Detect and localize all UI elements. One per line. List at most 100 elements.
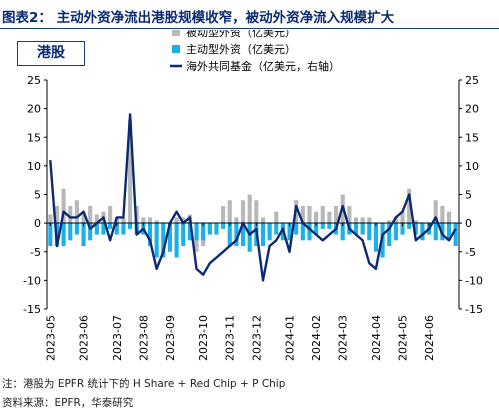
x-tick-label: 2024-03 bbox=[337, 315, 350, 361]
title-divider bbox=[0, 28, 499, 29]
active-bar bbox=[81, 223, 86, 247]
passive-bar bbox=[314, 211, 319, 224]
passive-bar bbox=[48, 214, 53, 224]
active-bar bbox=[367, 223, 372, 241]
passive-bar bbox=[407, 188, 412, 224]
passive-bar bbox=[400, 211, 405, 224]
footnote: 注：港股为 EPFR 统计下的 H Share + Red Chip + P C… bbox=[2, 378, 286, 390]
x-tick-label: 2024-05 bbox=[397, 315, 410, 361]
active-bar bbox=[407, 223, 412, 229]
left-tick-label: 25 bbox=[27, 74, 41, 87]
right-tick-label: 0 bbox=[465, 217, 472, 230]
x-tick-label: 2023-11 bbox=[224, 315, 237, 361]
active-bar bbox=[161, 223, 166, 258]
passive-bar bbox=[74, 200, 79, 224]
active-bar bbox=[114, 223, 119, 235]
x-tick-label: 2023-12 bbox=[250, 315, 263, 361]
active-bar bbox=[108, 223, 113, 229]
market-label: 港股 bbox=[17, 41, 85, 66]
passive-bar bbox=[141, 217, 146, 224]
active-bar bbox=[320, 223, 325, 229]
passive-bar bbox=[367, 217, 372, 224]
chart-canvas: 被动型外资（亿美元） 主动型外资（亿美元） 海外共同基金（亿美元，右轴） 25 2… bbox=[23, 30, 483, 361]
active-bar bbox=[453, 223, 458, 247]
active-bar bbox=[400, 223, 405, 235]
left-tick-label: 10 bbox=[27, 160, 41, 173]
total-fund-series-line bbox=[49, 113, 457, 282]
chart-title: 图表2： 主动外资净流出港股规模收窄，被动外资净流入规模扩大 bbox=[2, 10, 395, 26]
active-bar bbox=[94, 223, 99, 235]
passive-bar bbox=[260, 217, 266, 224]
passive-bar bbox=[300, 205, 305, 224]
legend-label-active: 主动型外资（亿美元） bbox=[186, 42, 296, 56]
right-tick-label: 5 bbox=[465, 189, 472, 202]
left-tick-label: 0 bbox=[34, 217, 41, 230]
active-bar bbox=[274, 223, 279, 235]
x-tick-label: 2023-06 bbox=[78, 315, 91, 361]
left-tick-label: 5 bbox=[34, 189, 41, 202]
legend: 被动型外资（亿美元） 主动型外资（亿美元） 海外共同基金（亿美元，右轴） bbox=[170, 30, 340, 73]
passive-bar bbox=[393, 217, 398, 224]
passive-bar bbox=[240, 200, 246, 224]
x-tick-label: 2024-01 bbox=[284, 315, 297, 361]
active-bar bbox=[240, 223, 246, 247]
passive-bar bbox=[128, 120, 133, 224]
passive-bar bbox=[54, 205, 60, 224]
active-bar bbox=[294, 223, 299, 235]
passive-bar bbox=[121, 217, 126, 224]
passive-bar bbox=[327, 211, 332, 224]
x-tick-label: 2023-08 bbox=[137, 315, 150, 361]
passive-bar bbox=[227, 200, 232, 224]
active-bar bbox=[201, 223, 206, 241]
active-bar bbox=[307, 223, 312, 241]
right-tick-label: 20 bbox=[465, 103, 479, 116]
active-bar bbox=[61, 223, 66, 247]
active-bar bbox=[353, 223, 359, 235]
x-tick-label: 2023-09 bbox=[164, 315, 177, 361]
x-tick-label: 2023-10 bbox=[197, 315, 210, 361]
left-tick-label: -5 bbox=[30, 246, 41, 259]
active-bar bbox=[128, 223, 133, 229]
passive-bar bbox=[433, 200, 438, 224]
passive-bar bbox=[221, 205, 226, 224]
x-tick-label: 2024-02 bbox=[310, 315, 323, 361]
passive-bar bbox=[387, 220, 392, 224]
active-bar bbox=[68, 223, 73, 241]
left-tick-label: -10 bbox=[23, 274, 41, 287]
passive-bar bbox=[108, 205, 113, 224]
right-tick-label: -15 bbox=[465, 303, 483, 316]
active-bar bbox=[267, 223, 272, 241]
passive-bar bbox=[174, 217, 179, 224]
active-bar bbox=[174, 223, 179, 258]
active-bar bbox=[327, 223, 332, 229]
active-bar bbox=[214, 223, 219, 235]
total-fund-line bbox=[49, 113, 457, 282]
right-tick-label: -5 bbox=[465, 246, 476, 259]
passive-bar bbox=[181, 217, 186, 224]
left-axis-ticks: 25 20 15 10 5 0 -5 -10 -15 bbox=[23, 74, 47, 316]
active-bar bbox=[420, 223, 425, 241]
active-bar bbox=[187, 223, 192, 241]
passive-bar bbox=[446, 211, 452, 224]
left-tick-label: 20 bbox=[27, 103, 41, 116]
passive-bar bbox=[347, 205, 352, 224]
right-tick-label: -10 bbox=[465, 274, 483, 287]
active-bar bbox=[413, 223, 418, 235]
passive-bar bbox=[247, 194, 252, 224]
passive-bar bbox=[254, 200, 259, 224]
active-bar bbox=[287, 223, 292, 241]
left-tick-label: -15 bbox=[23, 303, 41, 316]
source-note: 资料来源：EPFR，华泰研究 bbox=[2, 397, 134, 409]
passive-bar bbox=[154, 220, 159, 224]
passive-bar bbox=[440, 205, 445, 224]
active-bar bbox=[446, 223, 452, 241]
passive-bar bbox=[307, 205, 312, 224]
passive-bar bbox=[61, 188, 66, 224]
active-bar bbox=[260, 223, 266, 247]
passive-bar bbox=[147, 217, 153, 224]
passive-bar bbox=[94, 214, 99, 224]
active-bar bbox=[314, 223, 319, 235]
legend-label-passive: 被动型外资（亿美元） bbox=[186, 30, 296, 39]
passive-bar bbox=[413, 220, 418, 224]
passive-bar bbox=[234, 217, 239, 224]
